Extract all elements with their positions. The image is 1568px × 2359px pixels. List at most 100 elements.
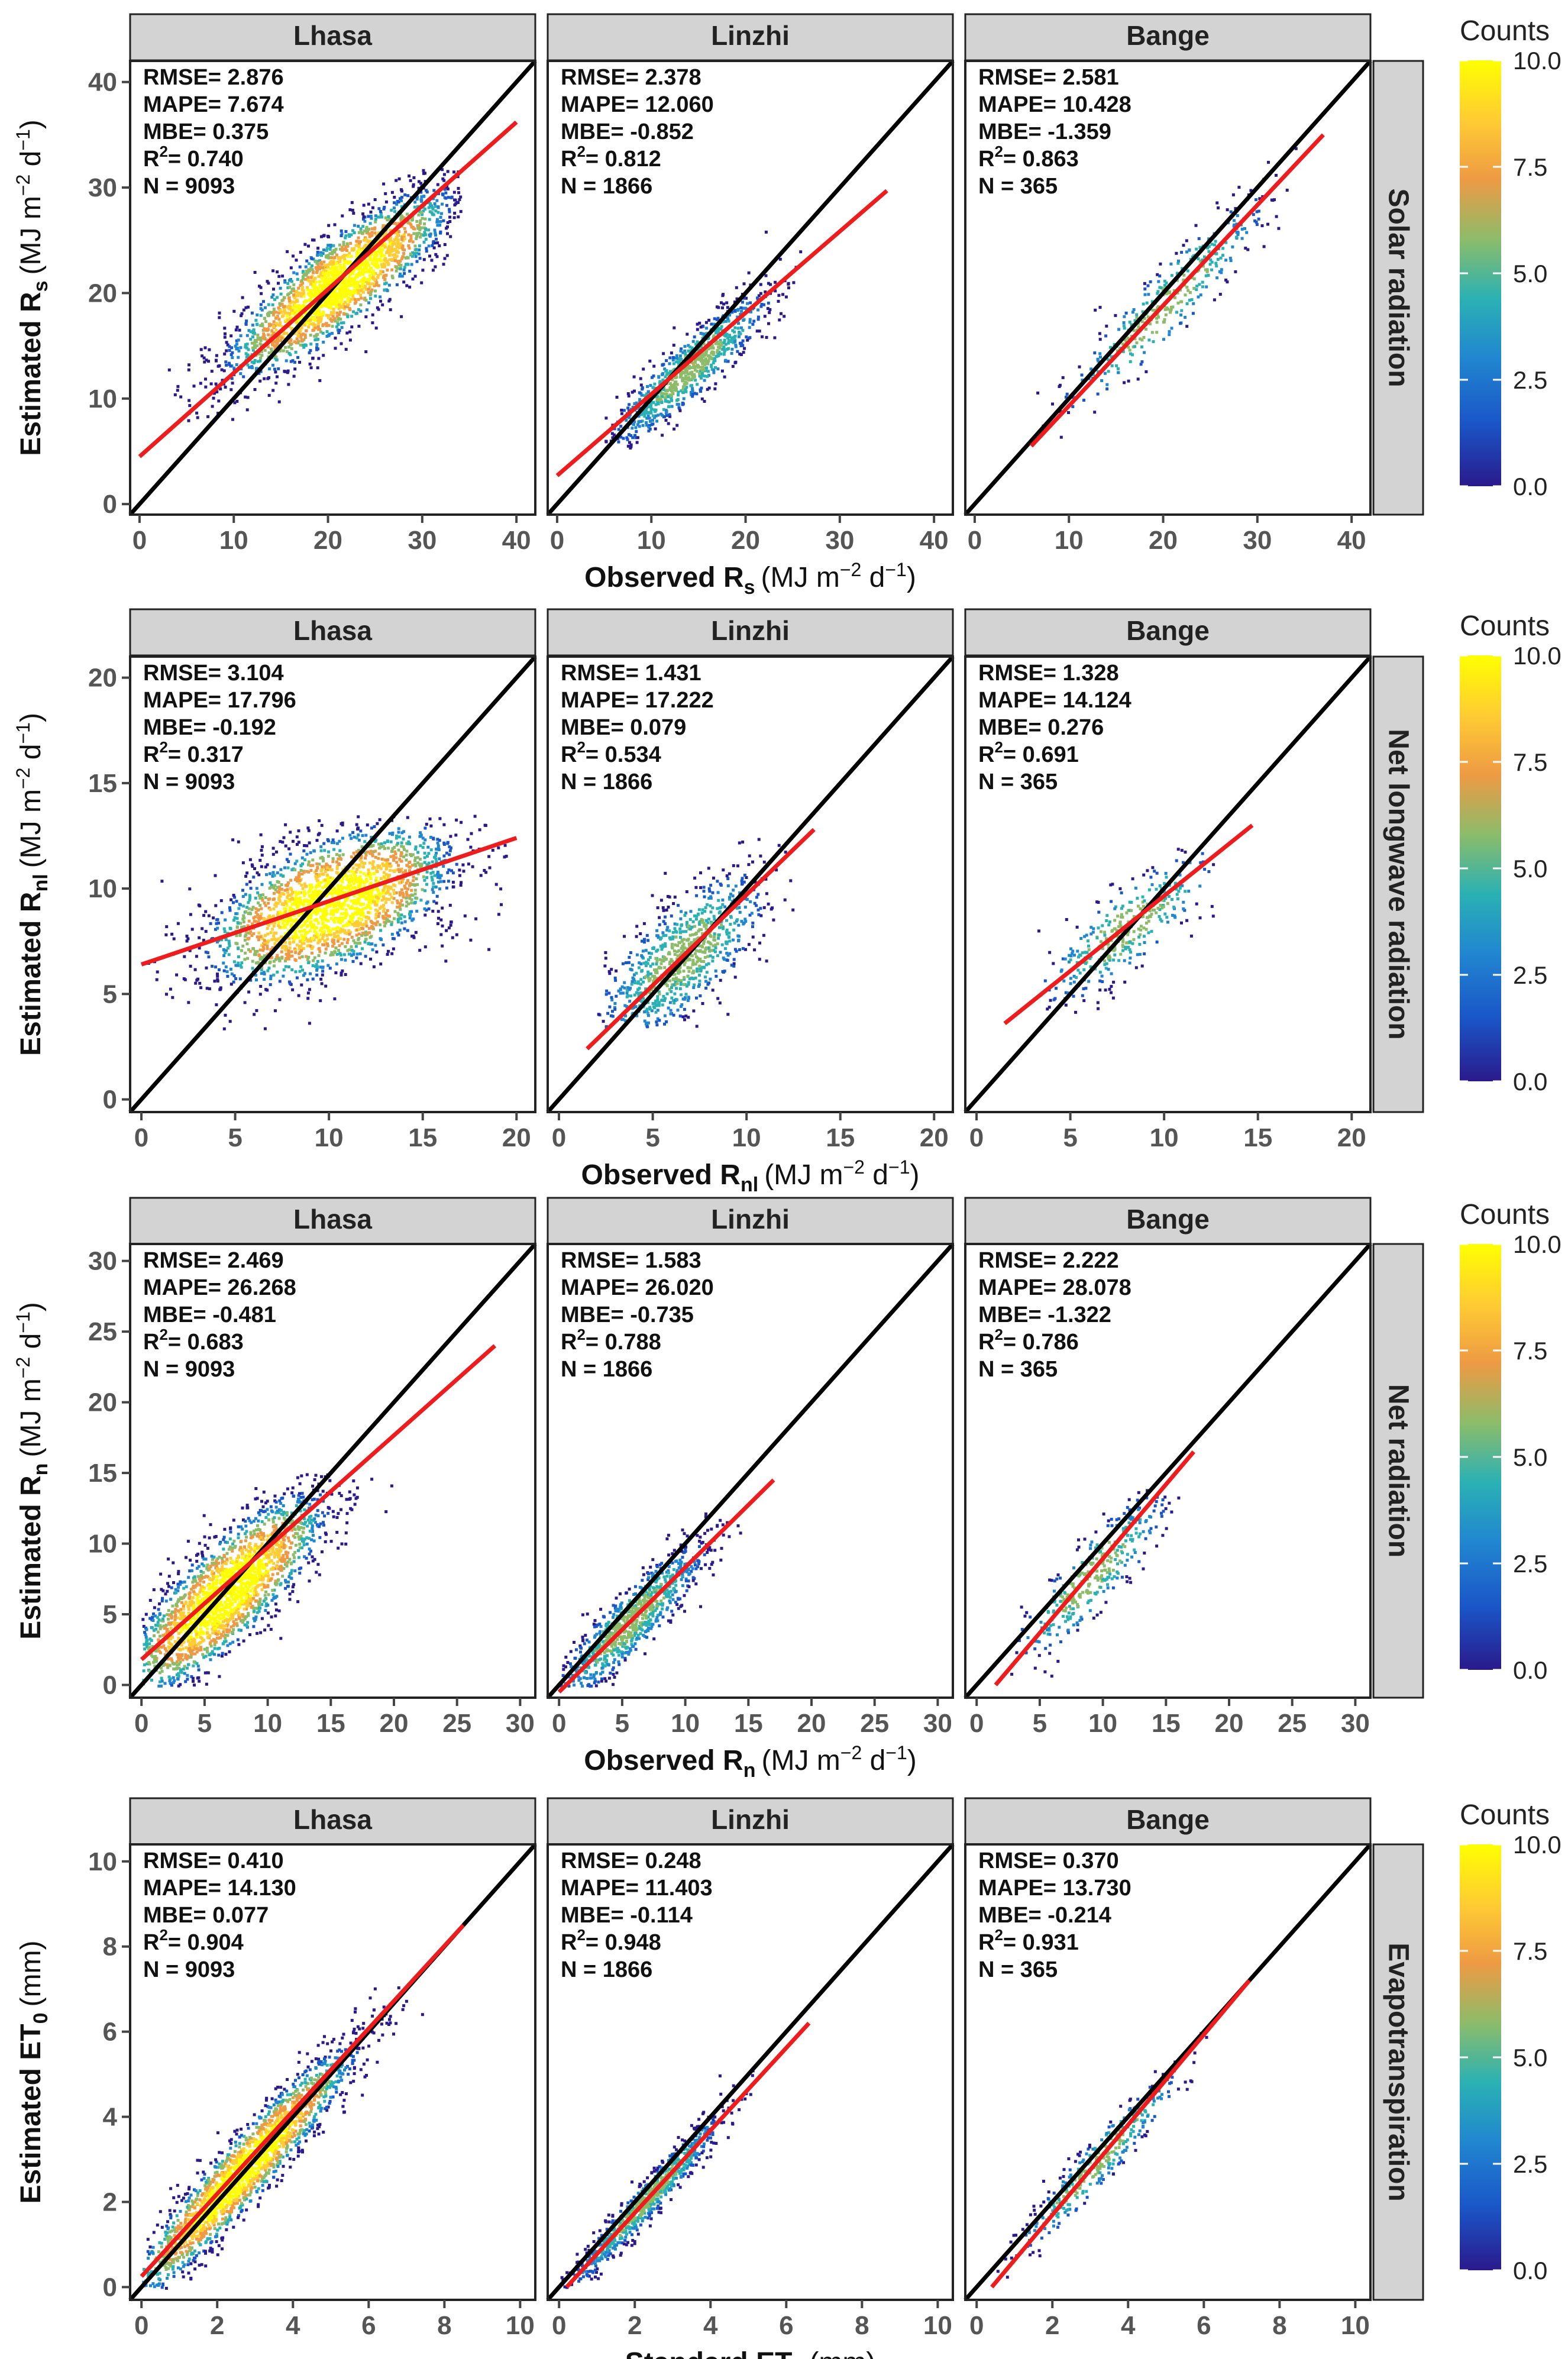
- density-point: [442, 854, 446, 858]
- density-point: [289, 338, 293, 342]
- density-point: [329, 876, 332, 880]
- density-point: [382, 895, 386, 899]
- density-point: [452, 190, 456, 194]
- density-point: [364, 877, 368, 881]
- density-point: [345, 285, 348, 289]
- density-point: [359, 303, 363, 306]
- density-point: [280, 946, 284, 949]
- density-point: [353, 291, 356, 295]
- density-point: [381, 270, 384, 273]
- density-point: [224, 938, 228, 941]
- density-point: [379, 250, 383, 254]
- density-point: [403, 193, 407, 196]
- density-point: [393, 910, 397, 913]
- density-point: [736, 309, 739, 312]
- density-point: [296, 936, 300, 939]
- density-point: [692, 364, 696, 367]
- density-point: [293, 367, 297, 371]
- density-point: [382, 276, 385, 279]
- density-point: [341, 285, 344, 289]
- density-point: [683, 367, 687, 371]
- density-point: [684, 380, 687, 384]
- density-point: [318, 379, 322, 382]
- density-point: [438, 817, 442, 820]
- density-point: [269, 960, 272, 964]
- density-point: [686, 376, 688, 380]
- density-point: [312, 312, 315, 315]
- density-point: [282, 305, 285, 309]
- density-point: [346, 299, 350, 302]
- density-point: [303, 934, 307, 937]
- density-point: [677, 406, 681, 409]
- density-point: [343, 248, 347, 251]
- density-point: [390, 932, 394, 936]
- density-point: [373, 227, 376, 231]
- density-point: [375, 261, 379, 264]
- density-point: [277, 367, 280, 370]
- density-point: [650, 408, 654, 411]
- density-point: [283, 923, 286, 927]
- density-point: [620, 408, 623, 412]
- density-point: [408, 894, 412, 897]
- density-point: [651, 422, 655, 426]
- density-point: [350, 954, 353, 957]
- density-point: [327, 306, 331, 309]
- density-point: [668, 387, 672, 391]
- density-point: [346, 244, 350, 248]
- density-point: [723, 350, 726, 353]
- density-point: [340, 248, 344, 252]
- density-point: [327, 316, 330, 319]
- density-point: [1150, 300, 1154, 303]
- density-point: [312, 278, 316, 282]
- density-point: [351, 208, 354, 212]
- density-point: [264, 904, 267, 907]
- density-point: [244, 306, 248, 309]
- density-point: [720, 342, 724, 345]
- density-point: [314, 965, 318, 968]
- density-point: [298, 307, 301, 311]
- density-point: [347, 275, 351, 279]
- density-point: [364, 930, 367, 934]
- density-point: [1109, 345, 1113, 349]
- stat-r2: R2= 0.740: [143, 143, 244, 172]
- density-point: [1277, 227, 1281, 230]
- density-point: [337, 331, 341, 334]
- density-point: [399, 260, 402, 263]
- density-point: [1169, 311, 1172, 314]
- density-point: [322, 926, 325, 929]
- density-point: [312, 315, 315, 319]
- density-point: [710, 351, 713, 355]
- density-point: [328, 868, 331, 871]
- stat-rmse: RMSE= 2.581: [978, 65, 1119, 90]
- density-point: [303, 858, 307, 861]
- density-point: [293, 931, 297, 934]
- density-point: [295, 893, 298, 897]
- density-point: [318, 929, 322, 932]
- density-point: [626, 438, 629, 441]
- density-point: [260, 354, 264, 357]
- density-point: [243, 938, 247, 942]
- density-point: [311, 285, 315, 287]
- density-point: [339, 291, 342, 295]
- density-point: [336, 271, 340, 274]
- density-point: [338, 878, 341, 882]
- density-point: [298, 871, 301, 875]
- y-tick-label: 30: [88, 173, 117, 202]
- density-point: [720, 369, 724, 373]
- density-point: [245, 356, 248, 358]
- density-point: [368, 861, 371, 865]
- density-point: [300, 883, 303, 887]
- density-point: [342, 304, 345, 308]
- density-point: [376, 306, 379, 309]
- density-point: [298, 939, 302, 943]
- density-point: [351, 248, 355, 252]
- density-point: [352, 952, 355, 956]
- density-point: [1236, 214, 1239, 217]
- density-point: [347, 870, 350, 873]
- density-point: [306, 904, 310, 907]
- density-point: [321, 922, 325, 925]
- density-point: [297, 340, 300, 343]
- density-point: [392, 897, 396, 900]
- density-point: [408, 842, 412, 845]
- density-point: [318, 280, 322, 283]
